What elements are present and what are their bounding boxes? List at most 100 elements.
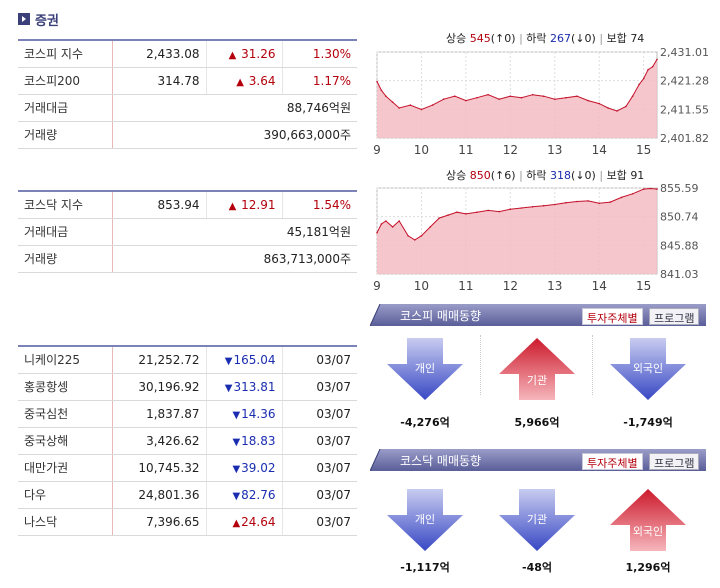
table-row: 거래대금 45,181억원 <box>18 218 357 246</box>
panel-title: 코스피 매매동향 <box>400 309 482 323</box>
y-tick-label: 2,421.28 <box>660 75 709 88</box>
data-point <box>651 66 654 68</box>
arrow-up-icon <box>499 338 575 400</box>
index-name[interactable]: 홍콩항셍 <box>18 373 113 401</box>
kosdaq-flow-header: 코스닥 매매동향 투자주체별 프로그램 <box>370 449 706 471</box>
data-point <box>380 89 383 92</box>
investor-label: 기관 <box>526 374 548 387</box>
triangle-down-icon: ▼ <box>232 409 241 421</box>
index-name[interactable]: 다우 <box>18 481 113 509</box>
data-point <box>587 99 589 102</box>
index-date: 03/07 <box>282 345 357 374</box>
tab-program[interactable]: 프로그램 <box>649 308 700 325</box>
table-row[interactable]: 코스피 지수 2,433.08 ▲ 31.26 1.30% <box>18 39 357 68</box>
table-row[interactable]: 코스닥 지수 853.94 ▲ 12.91 1.54% <box>18 190 357 219</box>
index-value: 30,196.92 <box>112 373 207 401</box>
data-point <box>376 80 378 83</box>
x-tick-label: 15 <box>636 279 651 292</box>
divider <box>592 335 593 395</box>
x-tick-label: 10 <box>414 279 429 292</box>
table-row[interactable]: 중국심천 1,837.87 ▼14.36 03/07 <box>18 400 357 428</box>
index-change: ▲ 3.64 <box>206 67 283 95</box>
x-tick-label: 13 <box>547 279 562 292</box>
up-limit: (↑6) <box>490 169 516 182</box>
y-tick-label: 2,431.01 <box>660 46 709 59</box>
up-label: 상승 <box>446 169 467 182</box>
index-value: 314.78 <box>112 67 207 95</box>
data-point <box>509 95 512 97</box>
data-point <box>385 95 387 97</box>
index-name[interactable]: 코스피 지수 <box>18 39 113 68</box>
down-limit: (↓0) <box>571 169 596 182</box>
x-tick-label: 11 <box>458 143 473 156</box>
up-label: 상승 <box>446 32 467 45</box>
index-name[interactable]: 코스피200 <box>18 67 113 95</box>
kospi-intraday-chart[interactable]: 2,431.01 2,421.28 2,411.55 2,401.82 9 10 11 12 1… <box>362 46 714 156</box>
table-row[interactable]: 나스닥 7,396.65 ▲24.64 03/07 <box>18 508 357 536</box>
divider <box>480 335 481 395</box>
index-name[interactable]: 나스닥 <box>18 508 113 536</box>
data-point <box>429 226 432 228</box>
data-point <box>565 96 567 99</box>
change-value: 24.64 <box>241 514 276 529</box>
change-value: 82.76 <box>241 487 276 502</box>
change-value: 3.64 <box>248 73 276 88</box>
index-name[interactable]: 니케이225 <box>18 345 113 374</box>
index-percent: 1.30% <box>282 39 357 68</box>
net-value: 1,296억 <box>625 561 671 574</box>
x-tick-label: 9 <box>373 143 381 156</box>
index-name[interactable]: 중국심천 <box>18 400 113 428</box>
table-row[interactable]: 니케이225 21,252.72 ▼165.04 03/07 <box>18 345 357 374</box>
index-date: 03/07 <box>282 427 357 455</box>
change-value: 39.02 <box>241 460 276 475</box>
data-point <box>454 95 456 97</box>
down-count: 318 <box>550 169 572 182</box>
net-value: 5,966억 <box>514 416 560 429</box>
x-tick-label: 14 <box>592 143 607 156</box>
tab-program[interactable]: 프로그램 <box>649 453 700 470</box>
trade-volume: 863,713,000주 <box>112 245 357 273</box>
data-point <box>391 226 394 228</box>
index-name[interactable]: 코스닥 지수 <box>18 190 113 219</box>
data-point <box>465 213 467 215</box>
data-point <box>431 104 434 106</box>
kosdaq-intraday-chart[interactable]: 855.59 850.74 845.88 841.03 9 10 11 12 13 14 15 <box>362 182 714 292</box>
data-point <box>649 187 652 190</box>
table-row[interactable]: 코스피200 314.78 ▲ 3.64 1.17% <box>18 67 357 95</box>
data-point <box>398 107 400 109</box>
triangle-down-icon: ▼ <box>232 490 241 502</box>
change-value: 313.81 <box>233 379 276 394</box>
data-point <box>531 93 534 96</box>
data-point <box>498 98 500 100</box>
change-value: 12.91 <box>241 197 276 212</box>
data-point <box>409 104 412 106</box>
x-tick-label: 15 <box>636 143 651 156</box>
data-point <box>520 96 523 99</box>
section-title: 증권 <box>35 13 59 29</box>
x-tick-label: 12 <box>503 279 518 292</box>
index-value: 3,426.62 <box>112 427 207 455</box>
table-row[interactable]: 대만가권 10,745.32 ▼39.02 03/07 <box>18 454 357 482</box>
x-tick-label: 12 <box>503 143 518 156</box>
table-row[interactable]: 홍콩항셍 30,196.92 ▼313.81 03/07 <box>18 373 357 401</box>
net-value: -1,117억 <box>400 561 450 574</box>
arrow-down-icon <box>610 338 686 400</box>
index-name[interactable]: 중국상해 <box>18 427 113 455</box>
data-point <box>631 193 634 195</box>
triangle-up-icon: ▲ <box>228 49 237 61</box>
table-row[interactable]: 다우 24,801.36 ▼82.76 03/07 <box>18 481 357 509</box>
data-point <box>442 98 445 100</box>
row-label: 거래량 <box>18 121 113 149</box>
series-area <box>377 188 657 274</box>
tab-investor[interactable]: 투자주체별 <box>582 308 643 325</box>
tab-investor[interactable]: 투자주체별 <box>582 453 643 470</box>
table-row: 거래량 390,663,000주 <box>18 121 357 149</box>
flow-item: 기관 <box>487 489 587 553</box>
kospi-flow-header: 코스피 매매동향 투자주체별 프로그램 <box>370 304 706 326</box>
world-index-table: 니케이225 21,252.72 ▼165.04 03/07 홍콩항셍 30,196.92… <box>18 345 357 536</box>
arrow-down-icon <box>499 489 575 551</box>
index-name[interactable]: 대만가권 <box>18 454 113 482</box>
investor-label: 개인 <box>414 362 436 375</box>
index-date: 03/07 <box>282 481 357 509</box>
table-row[interactable]: 중국상해 3,426.62 ▼18.83 03/07 <box>18 427 357 455</box>
